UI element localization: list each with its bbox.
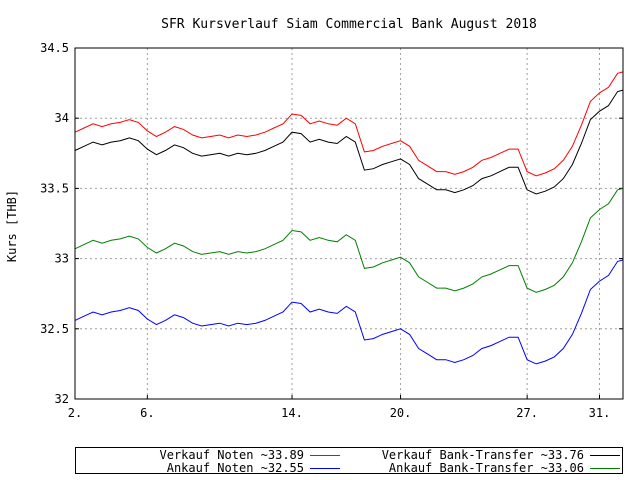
x-tick-label: 27. <box>516 406 538 420</box>
plot-area <box>74 47 624 400</box>
series-line <box>74 89 624 195</box>
x-tick-label: 31. <box>589 406 611 420</box>
series-line <box>74 187 624 293</box>
axes: 32 32.5 33 33.5 34 34.5 2. 6. 14. 20. 27. 31. <box>40 41 623 420</box>
x-tick-label: 2. <box>68 406 82 420</box>
legend-swatch <box>590 468 620 469</box>
y-tick-label: 32 <box>55 392 69 406</box>
legend-label: Ankauf Bank-Transfer ~33.06 <box>388 461 584 475</box>
y-tick-label: 32.5 <box>40 322 69 336</box>
legend-item: Verkauf Noten ~33.89 <box>76 449 340 462</box>
y-tick-label: 34 <box>55 111 69 125</box>
legend-swatch <box>590 455 620 456</box>
y-tick-label: 34.5 <box>40 41 69 55</box>
series-line <box>74 259 624 365</box>
legend-label: Ankauf Noten ~32.55 <box>166 461 304 475</box>
chart-title: SFR Kursverlauf Siam Commercial Bank Aug… <box>161 17 537 32</box>
grid <box>75 48 623 399</box>
y-tick-label: 33 <box>55 252 69 266</box>
legend-swatch <box>310 468 340 469</box>
series-lines <box>74 71 624 365</box>
legend-label: Verkauf Bank-Transfer ~33.76 <box>381 448 584 462</box>
legend-label: Verkauf Noten ~33.89 <box>159 448 305 462</box>
legend: Verkauf Noten ~33.89 Verkauf Bank-Transf… <box>75 447 624 475</box>
legend-row: Ankauf Noten ~32.55 Ankauf Bank-Transfer… <box>76 462 624 475</box>
legend-swatch <box>310 455 340 456</box>
x-tick-label: 6. <box>140 406 154 420</box>
y-tick-label: 33.5 <box>40 181 69 195</box>
line-chart: SFR Kursverlauf Siam Commercial Bank Aug… <box>5 17 624 420</box>
series-line <box>74 71 624 177</box>
legend-item: Verkauf Bank-Transfer ~33.76 <box>76 449 620 462</box>
y-axis-label: Kurs [THB] <box>5 190 19 262</box>
legend-item: Ankauf Noten ~32.55 <box>76 462 340 475</box>
legend-row: Verkauf Noten ~33.89 Verkauf Bank-Transf… <box>76 449 624 462</box>
legend-item: Ankauf Bank-Transfer ~33.06 <box>76 462 620 475</box>
x-tick-label: 20. <box>390 406 412 420</box>
x-tick-label: 14. <box>281 406 303 420</box>
